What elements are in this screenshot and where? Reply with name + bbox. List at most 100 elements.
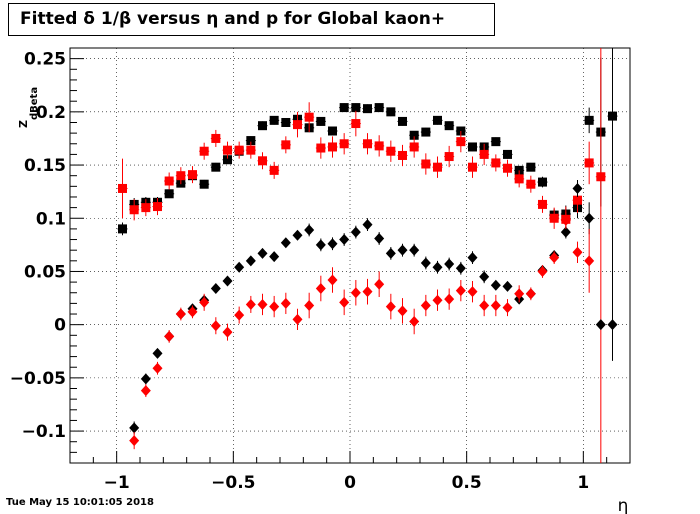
data-point xyxy=(164,189,174,199)
data-point xyxy=(234,145,244,155)
data-point xyxy=(467,286,478,298)
data-point xyxy=(479,149,489,159)
data-point xyxy=(374,141,384,151)
data-point xyxy=(199,146,209,156)
data-point xyxy=(514,288,525,300)
data-point xyxy=(514,174,524,184)
data-point xyxy=(210,320,221,332)
y-tick-label: 0.2 xyxy=(36,103,66,123)
data-point xyxy=(491,137,501,147)
data-point xyxy=(468,142,477,152)
x-tick-label: 0 xyxy=(344,473,356,493)
data-point xyxy=(432,261,443,273)
data-point xyxy=(490,279,501,291)
data-point xyxy=(316,143,326,153)
data-point xyxy=(223,145,232,155)
y-axis-label: ZdBeta xyxy=(17,87,40,128)
series-3 xyxy=(129,211,595,450)
data-point xyxy=(328,126,337,136)
data-point xyxy=(269,165,279,175)
data-point xyxy=(257,247,268,259)
data-point xyxy=(363,139,372,149)
data-point xyxy=(549,252,560,264)
data-point xyxy=(444,258,455,270)
data-point xyxy=(199,296,210,308)
data-point xyxy=(421,127,431,137)
data-point xyxy=(304,224,315,236)
data-point xyxy=(398,150,407,160)
data-point xyxy=(468,162,477,172)
data-point xyxy=(176,171,186,181)
data-point xyxy=(374,278,385,290)
data-point xyxy=(433,115,442,125)
data-point xyxy=(187,306,198,318)
data-point xyxy=(257,298,268,310)
data-point xyxy=(420,300,431,312)
data-point xyxy=(223,155,232,165)
data-point xyxy=(222,275,233,287)
data-point xyxy=(211,162,221,172)
data-point xyxy=(502,280,513,292)
data-point xyxy=(118,224,127,234)
data-point xyxy=(479,300,490,312)
x-tick-label: −0.5 xyxy=(211,473,255,493)
data-point xyxy=(234,261,245,273)
data-point xyxy=(608,111,617,121)
data-point xyxy=(140,373,151,385)
data-point xyxy=(293,120,302,130)
data-point xyxy=(385,301,396,313)
data-point xyxy=(491,158,501,168)
data-point xyxy=(538,177,547,187)
data-point xyxy=(479,271,490,283)
data-point xyxy=(327,238,338,250)
data-point xyxy=(269,301,280,313)
grid xyxy=(70,48,630,463)
data-points xyxy=(117,48,618,463)
data-point xyxy=(258,156,267,166)
data-point xyxy=(433,162,442,172)
data-point xyxy=(549,213,559,223)
data-point xyxy=(385,247,396,259)
data-point xyxy=(339,234,350,246)
data-point xyxy=(386,107,396,117)
data-point xyxy=(467,252,478,264)
data-point xyxy=(584,212,595,224)
data-point xyxy=(164,330,175,342)
data-point xyxy=(398,116,407,126)
data-point xyxy=(350,226,361,238)
x-axis-label: η xyxy=(618,496,629,514)
data-point xyxy=(560,226,571,238)
data-point xyxy=(281,140,291,150)
data-point xyxy=(351,103,361,113)
data-point xyxy=(490,300,501,312)
data-point xyxy=(222,326,233,338)
data-point xyxy=(246,136,256,146)
data-point xyxy=(444,121,454,131)
data-point xyxy=(210,282,221,294)
series-1 xyxy=(117,48,606,463)
data-point xyxy=(258,121,267,131)
data-point xyxy=(281,117,291,127)
data-point xyxy=(304,300,315,312)
data-point xyxy=(455,262,466,274)
data-point xyxy=(572,182,583,194)
data-point xyxy=(456,137,466,147)
data-point xyxy=(538,199,547,209)
data-point xyxy=(129,435,140,447)
data-point xyxy=(245,255,256,267)
data-point xyxy=(584,158,594,168)
data-point xyxy=(141,203,151,213)
data-point xyxy=(526,162,536,172)
data-point xyxy=(409,142,419,152)
data-point xyxy=(503,163,512,173)
data-point xyxy=(328,142,337,152)
data-point xyxy=(362,219,373,231)
data-point xyxy=(129,205,139,215)
data-point xyxy=(362,286,373,298)
data-point xyxy=(409,244,420,256)
data-point xyxy=(595,319,606,331)
data-point xyxy=(140,385,151,397)
x-tick-label: 1 xyxy=(577,473,589,493)
data-point xyxy=(339,296,350,308)
